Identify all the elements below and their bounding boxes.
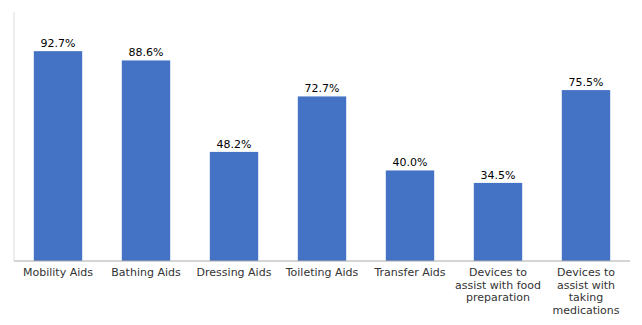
x-tick-label-line: Transfer Aids: [373, 266, 445, 279]
x-tick-label-line: Devices to: [469, 266, 527, 279]
x-tick-label-line: Bathing Aids: [111, 266, 181, 279]
x-tick-label: Mobility Aids: [23, 266, 93, 279]
bar: [298, 96, 346, 261]
bar: [474, 183, 522, 261]
bars: [34, 51, 610, 261]
x-tick-label-line: Dressing Aids: [197, 266, 272, 279]
x-tick-label-line: medications: [552, 304, 619, 317]
bar: [386, 170, 434, 261]
x-tick-label-line: preparation: [466, 291, 530, 304]
x-tick-label-line: Devices to: [557, 266, 615, 279]
x-tick-label: Bathing Aids: [111, 266, 181, 279]
x-tick-label: Devices toassist withtakingmedications: [552, 266, 619, 317]
data-labels: 92.7% 88.6% 48.2% 72.7% 40.0% 34.5% 75.5%: [41, 37, 604, 182]
x-tick-label: Toileting Aids: [285, 266, 359, 279]
chart-container: 92.7% 88.6% 48.2% 72.7% 40.0% 34.5% 75.5% Mobil…: [0, 0, 642, 325]
x-ticks: Mobility Aids Bathing Aids Dressing Aids To…: [23, 266, 620, 317]
x-tick-label-line: assist with food: [455, 279, 541, 292]
bar: [562, 90, 610, 261]
data-label: 72.7%: [305, 82, 340, 95]
x-axis-line: [14, 261, 630, 262]
chart: 92.7% 88.6% 48.2% 72.7% 40.0% 34.5% 75.5% Mobil…: [0, 0, 642, 325]
x-tick-label: Dressing Aids: [197, 266, 272, 279]
data-label: 48.2%: [217, 138, 252, 151]
x-tick-label-line: Mobility Aids: [23, 266, 93, 279]
x-tick-label-line: taking: [569, 291, 603, 304]
data-label: 40.0%: [393, 156, 428, 169]
bar: [34, 51, 82, 261]
bar: [122, 60, 170, 261]
data-label: 34.5%: [481, 169, 516, 182]
y-axis-line: [14, 12, 15, 261]
x-tick-label: Devices toassist with foodpreparation: [455, 266, 541, 304]
data-label: 92.7%: [41, 37, 76, 50]
bar: [210, 152, 258, 261]
x-tick-label: Transfer Aids: [373, 266, 445, 279]
x-tick-label-line: assist with: [557, 279, 615, 292]
data-label: 88.6%: [129, 46, 164, 59]
x-tick-label-line: Toileting Aids: [285, 266, 359, 279]
data-label: 75.5%: [569, 76, 604, 89]
